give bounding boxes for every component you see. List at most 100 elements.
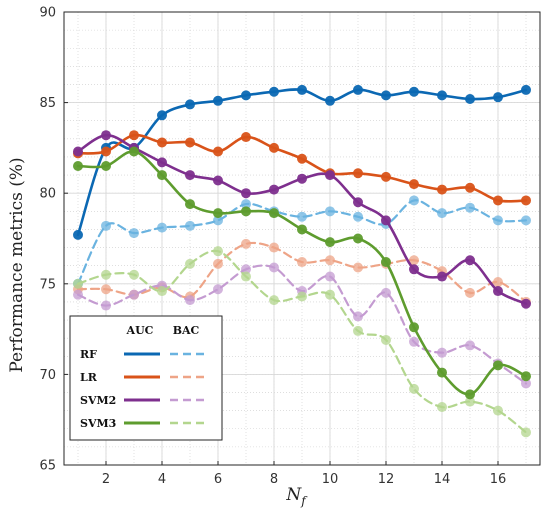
data-point-svm2-auc [465,255,475,266]
data-point-rf-bac [409,195,419,206]
data-point-rf-auc [241,90,251,101]
data-point-svm2-auc [521,298,531,309]
data-point-lr-auc [493,195,503,206]
data-point-svm3-auc [493,360,503,371]
x-axis-label: Nf [285,485,308,508]
data-point-lr-auc [353,168,363,179]
data-point-svm3-bac [157,286,167,297]
y-tick-label: 85 [39,96,56,111]
legend-label-lr: LR [80,371,98,384]
legend-header-bac: BAC [173,324,200,337]
data-point-rf-auc [213,95,223,106]
data-point-lr-bac [493,276,503,287]
legend-header-auc: AUC [126,324,154,337]
data-point-svm2-bac [185,295,195,306]
legend-label-svm2: SVM2 [80,394,116,407]
data-point-lr-auc [129,130,139,141]
data-point-svm2-bac [437,347,447,358]
x-tick-label: 12 [378,472,395,487]
data-point-svm2-auc [73,146,83,157]
data-point-svm2-auc [493,286,503,297]
data-point-svm3-bac [185,258,195,269]
data-point-rf-bac [493,215,503,226]
data-point-lr-auc [101,146,111,157]
data-point-svm3-bac [269,295,279,306]
data-point-lr-bac [465,287,475,298]
data-point-svm2-bac [409,336,419,347]
data-point-rf-bac [353,211,363,222]
x-tick-label: 2 [102,472,110,487]
data-point-svm3-bac [213,246,223,257]
data-point-lr-bac [241,238,251,249]
data-point-lr-auc [157,137,167,148]
data-point-svm3-bac [101,269,111,280]
data-point-rf-bac [521,215,531,226]
data-point-rf-auc [381,90,391,101]
data-point-rf-auc [269,86,279,97]
data-point-svm3-bac [325,289,335,300]
data-point-rf-auc [465,93,475,104]
data-point-lr-bac [101,284,111,295]
data-point-rf-auc [353,84,363,95]
data-point-lr-bac [269,242,279,253]
data-point-svm2-bac [213,284,223,295]
data-point-rf-bac [213,215,223,226]
data-point-svm3-auc [465,389,475,400]
legend: AUC BAC RF LR SVM2 SVM3 [69,315,223,441]
data-point-lr-bac [325,255,335,266]
data-point-lr-auc [437,184,447,195]
data-point-lr-bac [297,257,307,268]
data-point-lr-auc [269,142,279,153]
data-point-lr-auc [381,171,391,182]
data-point-rf-auc [185,99,195,110]
y-tick-label: 70 [39,368,56,383]
data-point-svm2-auc [437,271,447,282]
data-point-svm3-auc [325,237,335,248]
data-point-svm3-bac [493,405,503,416]
data-point-svm2-auc [185,170,195,181]
axis-labels: Performance metrics (%) Nf [7,157,308,508]
data-point-svm3-auc [101,161,111,172]
y-axis-label: Performance metrics (%) [7,157,27,372]
data-point-svm2-auc [297,173,307,184]
y-tick-label: 65 [39,459,56,474]
data-point-svm3-auc [185,199,195,210]
data-point-rf-bac [241,199,251,210]
data-point-svm2-auc [269,184,279,195]
data-point-svm3-auc [409,322,419,333]
data-point-svm3-auc [129,146,139,157]
data-point-rf-auc [437,90,447,101]
x-axis-label-main: N [285,485,302,505]
data-point-svm3-auc [241,206,251,217]
data-point-svm3-bac [353,325,363,336]
data-point-svm3-bac [73,278,83,289]
data-point-svm2-bac [129,289,139,300]
data-point-lr-auc [185,137,195,148]
data-point-svm3-bac [437,402,447,413]
series-svm3-bac [73,246,531,438]
data-point-rf-auc [493,92,503,103]
data-point-svm2-auc [381,215,391,226]
plot-frame [63,11,541,466]
data-point-rf-auc [325,95,335,106]
data-point-svm3-bac [241,271,251,282]
series-svm2-bac [73,262,531,389]
data-point-lr-bac [213,258,223,269]
data-point-rf-bac [437,208,447,219]
data-point-svm2-bac [465,340,475,351]
legend-label-rf: RF [80,348,97,361]
x-tick-label: 10 [322,472,339,487]
data-point-svm3-auc [297,224,307,235]
data-point-svm3-auc [213,208,223,219]
series-line-rf-bac [76,199,528,285]
data-point-lr-auc [521,195,531,206]
series-layer [73,84,531,438]
axes: 2 4 6 8 10 12 14 16 65 70 75 80 85 90 [39,6,541,487]
x-tick-label: 6 [214,472,222,487]
y-tick-label: 90 [39,6,56,21]
data-point-svm2-auc [353,197,363,208]
data-point-svm3-auc [437,367,447,378]
data-point-svm3-bac [465,396,475,407]
data-point-lr-auc [213,146,223,157]
